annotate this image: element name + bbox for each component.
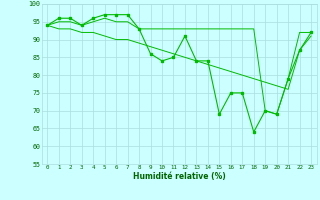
X-axis label: Humidité relative (%): Humidité relative (%) (133, 172, 226, 181)
